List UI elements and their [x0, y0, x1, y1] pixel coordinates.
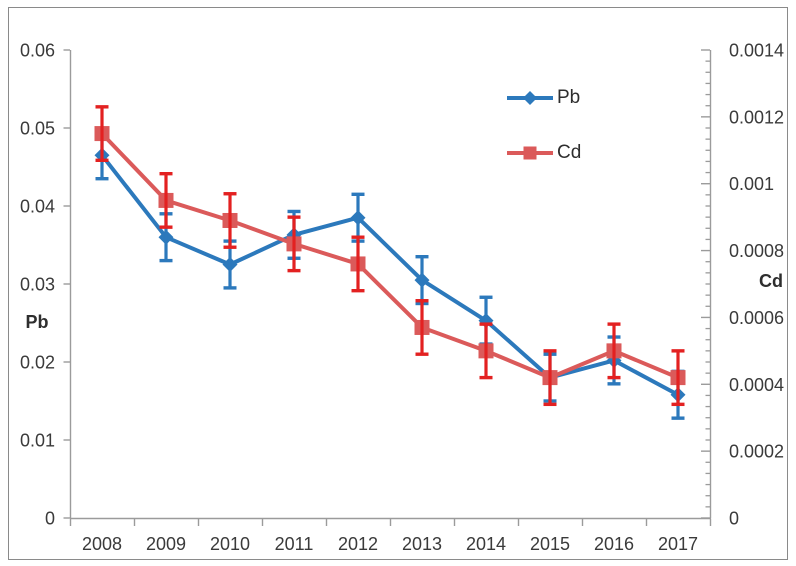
chart-border [8, 7, 788, 560]
x-axis-tick-label: 2013 [402, 534, 442, 554]
x-axis-tick-label: 2009 [146, 534, 186, 554]
legend-label-cd: Cd [557, 142, 582, 163]
right-axis-tick-label: 0.0008 [729, 241, 784, 261]
right-axis-tick-label: 0.0004 [729, 375, 784, 395]
legend-item-pb[interactable]: Pb [506, 87, 580, 109]
pb-series-line [100, 153, 680, 397]
legend-item-cd[interactable]: Cd [506, 142, 581, 164]
right-axis-tick-label: 0.0014 [729, 41, 784, 61]
x-axis-tick-label: 2016 [594, 534, 634, 554]
left-axis-tick-label: 0.06 [20, 41, 55, 61]
right-axis-tick-label: 0.0002 [729, 442, 784, 462]
x-axis-tick-label: 2008 [82, 534, 122, 554]
x-axis-tick-label: 2015 [530, 534, 570, 554]
right-axis-tick-label: 0 [729, 509, 739, 529]
pb-legend-marker-icon [507, 91, 553, 105]
right-axis-tick-label: 0.0006 [729, 308, 784, 328]
x-axis-tick-label: 2011 [275, 534, 314, 554]
left-axis-tick-label: 0.01 [20, 431, 55, 451]
left-axis-tick-label: 0.03 [20, 275, 55, 295]
x-axis-tick-label: 2014 [466, 534, 506, 554]
left-axis-tick-label: 0.05 [20, 119, 55, 139]
right-axis-tick-label: 0.0012 [729, 107, 784, 127]
cd-legend-marker-icon [507, 146, 553, 160]
left-axis-title: Pb [25, 312, 49, 332]
left-axis-tick-label: 0.02 [20, 353, 55, 373]
x-axis-tick-label: 2012 [338, 534, 378, 554]
legend-label-pb: Pb [557, 87, 581, 108]
left-axis-tick-label: 0.04 [20, 197, 55, 217]
left-axis-tick-label: 0 [45, 509, 55, 529]
x-axis-tick-label: 2017 [658, 534, 698, 554]
x-axis-tick-label: 2010 [210, 534, 250, 554]
right-axis-tick-label: 0.001 [729, 174, 774, 194]
right-axis-title: Cd [759, 271, 783, 291]
cd-series-line [100, 131, 680, 380]
